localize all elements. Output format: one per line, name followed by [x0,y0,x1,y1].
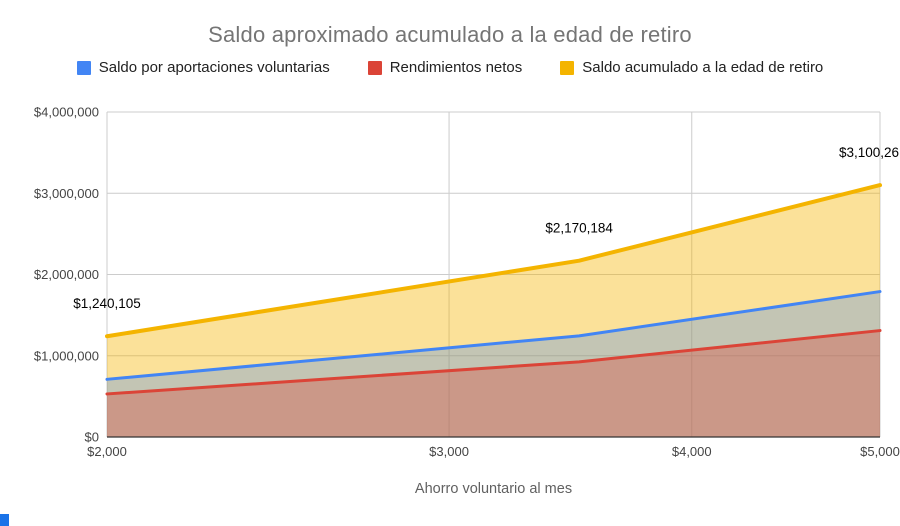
legend-swatch-red-icon [367,60,382,75]
legend-label-saldo-aportaciones: Saldo por aportaciones voluntarias [98,59,330,76]
point-annotation: $3,100,26 [839,145,899,160]
legend-label-saldo-acumulado: Saldo acumulado a la edad de retiro [582,59,824,76]
x-tick-label: $4,000 [672,444,712,459]
line-series-2 [105,183,882,339]
legend-label-rendimientos-netos: Rendimientos netos [389,59,523,76]
area-series-2 [107,185,880,437]
y-tick-label: $1,000,000 [34,348,99,363]
line-series-1 [105,329,882,396]
area-series-0 [107,291,880,437]
x-tick-label: $5,000 [860,444,900,459]
y-tick-label: $2,000,000 [34,267,99,282]
point-annotation: $1,240,105 [73,296,141,311]
line-series-0 [105,290,882,381]
y-tick-label: $4,000,000 [34,105,99,120]
chart-title: Saldo aproximado acumulado a la edad de … [208,22,692,47]
area-series-1 [107,330,880,437]
legend: Saldo por aportaciones voluntarias Rendi… [0,59,900,76]
point-annotation: $2,170,184 [545,221,613,236]
bottom-left-ui-fragment [0,514,9,526]
legend-swatch-yellow-icon [560,60,575,75]
x-tick-label: $2,000 [87,444,127,459]
legend-swatch-blue-icon [76,60,91,75]
y-tick-label: $0 [85,430,99,445]
y-tick-label: $3,000,000 [34,186,99,201]
x-axis-title: Ahorro voluntario al mes [414,481,573,497]
x-tick-label: $3,000 [429,444,469,459]
legend-item-rendimientos-netos[interactable]: Rendimientos netos [367,59,523,76]
legend-item-saldo-acumulado[interactable]: Saldo acumulado a la edad de retiro [560,59,823,76]
legend-item-saldo-aportaciones[interactable]: Saldo por aportaciones voluntarias [76,59,330,76]
